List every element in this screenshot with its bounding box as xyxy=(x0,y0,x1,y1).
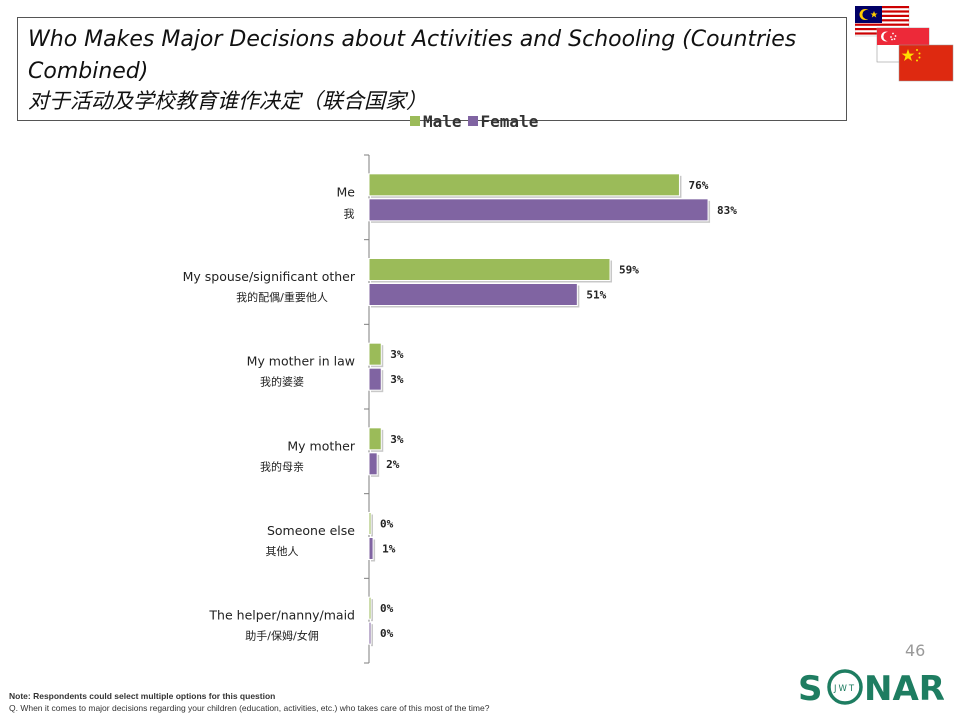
chart-title-chinese: 对于活动及学校教育谁作决定（联合国家） xyxy=(28,89,427,113)
legend-item-female: Female xyxy=(467,111,539,131)
data-label-female: 0% xyxy=(380,627,394,640)
data-label-female: 83% xyxy=(717,204,737,217)
bar-female xyxy=(368,367,382,391)
bar-female xyxy=(368,198,709,222)
data-label-female: 3% xyxy=(390,373,404,386)
bar-shadow xyxy=(371,514,373,537)
category-label: The helper/nanny/maid xyxy=(208,608,355,623)
bar-shadow xyxy=(371,599,373,622)
footnote: Note: Respondents could select multiple … xyxy=(9,690,769,714)
category-label-chinese: 我 xyxy=(344,207,355,220)
bar-male xyxy=(368,258,611,281)
logo-ring-icon xyxy=(827,669,863,705)
china-flag-icon xyxy=(898,44,954,82)
legend-item-male: Male xyxy=(410,112,462,131)
bar-male xyxy=(368,342,382,366)
logo-text-s: S xyxy=(798,669,823,709)
footnote-question: Q. When it comes to major decisions rega… xyxy=(9,703,490,713)
bar-female xyxy=(368,621,372,645)
data-label-female: 51% xyxy=(586,289,606,302)
bar-female xyxy=(368,452,378,476)
bar-male xyxy=(368,427,382,451)
page-number: 46 xyxy=(905,641,926,660)
category-label: My mother in law xyxy=(247,354,355,369)
logo-text-nar: NAR xyxy=(864,669,944,709)
data-label-male: 3% xyxy=(390,348,404,361)
bar-shadow xyxy=(371,624,373,647)
data-label-male: 76% xyxy=(688,179,708,192)
data-label-male: 0% xyxy=(380,602,394,615)
category-label-chinese: 我的配偶/重要他人 xyxy=(236,290,328,304)
data-label-female: 2% xyxy=(386,458,400,471)
category-label-chinese: 我的母亲 xyxy=(260,459,304,473)
data-label-male: 3% xyxy=(390,433,404,446)
bar-female xyxy=(368,283,578,306)
category-label: Someone else xyxy=(267,523,355,538)
legend-label-female: Female xyxy=(480,111,539,131)
legend-label-male: Male xyxy=(423,111,462,131)
chart-legend: Male Female xyxy=(410,111,538,131)
bar-female xyxy=(368,537,374,560)
category-label: My spouse/significant other xyxy=(183,269,356,284)
bar-male xyxy=(368,596,372,620)
chart-title-english: Who Makes Major Decisions about Activiti… xyxy=(28,27,797,84)
data-label-male: 59% xyxy=(619,264,639,277)
country-flags xyxy=(855,6,954,82)
data-label-female: 1% xyxy=(382,543,396,556)
category-label-chinese: 其他人 xyxy=(266,545,299,558)
title-box: Who Makes Major Decisions about Activiti… xyxy=(17,17,847,121)
sonar-jwt-logo: S JWT NAR xyxy=(798,669,944,709)
data-label-male: 0% xyxy=(380,518,394,531)
logo-text-jwt: JWT xyxy=(833,684,856,694)
legend-swatch-female xyxy=(467,116,478,126)
category-label-chinese: 我的婆婆 xyxy=(260,375,304,389)
bar-male xyxy=(368,512,372,535)
category-label: My mother xyxy=(287,438,355,453)
legend-swatch-male xyxy=(410,116,420,126)
category-label: Me xyxy=(337,184,356,199)
category-label-chinese: 助手/保姆/女佣 xyxy=(245,629,318,643)
footnote-note: Note: Respondents could select multiple … xyxy=(9,691,276,701)
bar-male xyxy=(368,173,680,197)
